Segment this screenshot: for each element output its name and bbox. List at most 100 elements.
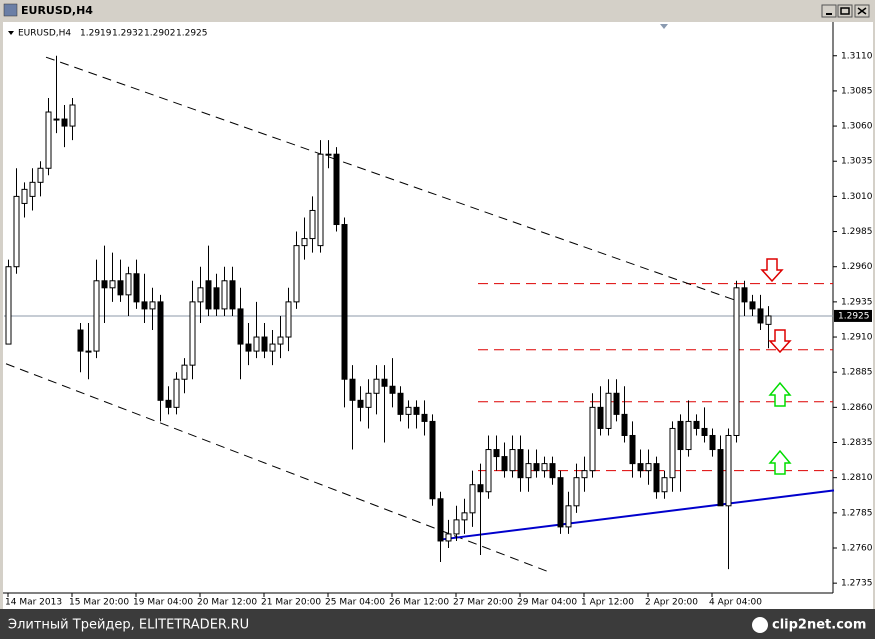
candle-body [101,280,108,289]
candle-body [709,434,716,451]
x-tick-label: 29 Mar 04:00 [517,598,577,608]
candle-body [173,378,180,408]
candle-body [405,406,412,415]
candle-body [597,406,604,429]
candle-body [669,427,676,479]
candle-body [149,301,156,310]
candle-body [637,463,644,472]
candle-body [373,378,380,394]
close-glyph [857,7,867,15]
candle-body [141,301,148,310]
candle-body [213,287,220,310]
window-title: EURUSD,H4 [21,4,93,17]
trendline [45,56,737,301]
candle-body [733,287,740,436]
candle-body [53,118,60,121]
current-price-label: 1.2925 [838,311,870,321]
candle-body [85,350,92,353]
candle-body [229,280,236,310]
candle-body [277,336,284,345]
candle-body [189,301,196,366]
candle-body [109,280,116,289]
window-buttons[interactable] [821,4,870,18]
candle-body [493,449,500,458]
candle-body [269,343,276,352]
header-high: 1.2932 [112,29,144,39]
candle-body [357,399,364,408]
x-tick-label: 2 Apr 20:00 [645,598,698,608]
candle-body [453,519,460,535]
candle-body [501,456,508,472]
candle-body [349,378,356,401]
title-bar [1,1,874,20]
x-tick-label: 25 Mar 04:00 [325,598,385,608]
maximize-button[interactable] [837,4,853,18]
candle-body [549,463,556,479]
candle-body [741,287,748,303]
candle-body [565,505,572,528]
footer-bar [0,609,875,639]
candle-body [333,153,340,226]
candle-body [461,512,468,521]
candle-body [517,449,524,479]
current-price-box [834,309,872,322]
candle-body [437,498,444,542]
clip2net-logo-icon [752,617,768,633]
candle-body [677,420,684,451]
candle-body [61,118,68,127]
candle-body [13,195,20,268]
candle-body [613,392,620,415]
candle-body [293,245,300,303]
candle-body [621,413,628,436]
candle-body [573,477,580,507]
candle-body [77,329,84,352]
chart-header: EURUSD,H4 1.2919 1.2932 1.2902 1.2925 [18,29,208,39]
y-tick-label: 1.3110 [841,51,873,61]
candle-body [757,308,764,324]
candle-body [509,449,516,472]
x-tick-label: 19 Mar 04:00 [133,598,193,608]
candle-body [725,434,732,507]
y-tick-label: 1.2760 [841,543,873,553]
candle-body [181,364,188,380]
candle-body [701,427,708,436]
candle-body [413,406,420,415]
maximize-glyph [840,7,850,15]
candle-body [469,484,476,514]
y-tick-label: 1.2910 [841,333,873,343]
x-tick-label: 27 Mar 20:00 [453,598,513,608]
candle-body [285,301,292,338]
candle-body [485,449,492,493]
candle-body [309,209,316,240]
y-tick-label: 1.2885 [841,368,873,378]
x-tick-label: 26 Mar 12:00 [389,598,449,608]
header-close: 1.2925 [176,29,208,39]
y-tick-label: 1.3035 [841,157,873,167]
candle-body [693,420,700,429]
y-tick-label: 1.2860 [841,403,873,413]
candle-body [237,308,244,345]
candle-body [645,463,652,472]
candle-body [653,463,660,493]
candle-body [69,104,76,127]
header-low: 1.2902 [144,29,176,39]
candle-body [253,336,260,352]
footer-source: Элитный Трейдер, ELITETRADER.RU [8,618,249,633]
candle-body [317,153,324,247]
candle-body [541,463,548,472]
candle-body [685,420,692,451]
buy-arrow [768,449,792,475]
candle-body [197,287,204,303]
y-tick-label: 1.2785 [841,508,873,518]
candle-body [165,399,172,408]
candle-body [261,336,268,352]
y-tick-label: 1.2985 [841,227,873,237]
signal-arrows [760,258,792,475]
candle-body [125,273,132,296]
candle-body [589,406,596,472]
symbol-label: EURUSD,H4 [18,29,71,39]
minimize-button[interactable] [821,4,837,18]
y-tick-label: 1.2935 [841,297,873,307]
candle-body [605,392,612,429]
